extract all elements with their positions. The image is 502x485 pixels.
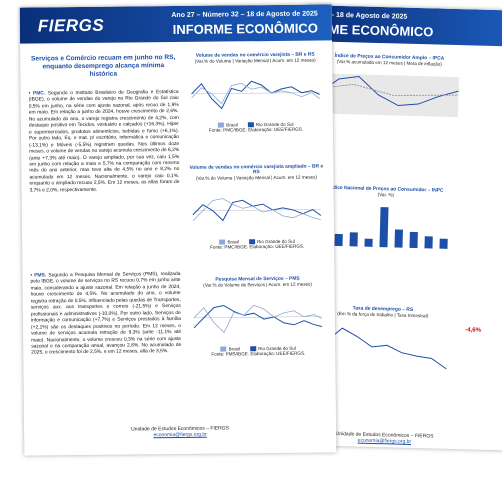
- chart-graphic: [193, 304, 323, 334]
- line: [318, 83, 459, 96]
- line: [193, 304, 323, 334]
- chart-graphic: [317, 73, 459, 118]
- chart-source: Fonte: PMC/IBGE. Elaboração: UEE/FIERGS.: [208, 126, 304, 133]
- line: [191, 80, 320, 110]
- chart-source: Fonte: PMS/IBGE. Elaboração: UEE/FIERGS.: [211, 350, 306, 357]
- line: [192, 198, 321, 222]
- chart-block: Volume de vendas no comércio varejista a…: [187, 164, 326, 249]
- lead: PMC.: [32, 91, 46, 97]
- header-title: INFORME ECONÔMICO: [172, 20, 318, 38]
- line: [193, 316, 322, 319]
- chart-graphic: [191, 80, 320, 110]
- front-page: FIERGS Ano 27 – Número 32 – 18 de Agosto…: [19, 4, 337, 456]
- line: [192, 199, 322, 222]
- lead: PMS.: [34, 273, 47, 279]
- headline: Serviços e Comércio recuam em junho no R…: [30, 54, 176, 78]
- text: Segundo a Pesquisa Mensal de Serviços (P…: [30, 271, 182, 356]
- line: [191, 82, 320, 105]
- header-band: FIERGS Ano 27 – Número 32 – 18 de Agosto…: [19, 4, 333, 44]
- back-page: ro 32 – 18 de Agosto de 2025 ORME ECONÔM…: [294, 5, 502, 451]
- chart-block: Pesquisa Mensal de Serviços – PMS (Var.% …: [189, 276, 328, 357]
- chart-graphic: [192, 198, 322, 222]
- side-value: -4,6%: [465, 327, 482, 334]
- chart-block: Índice Nacional de Preços ao Consumidor …: [309, 185, 461, 260]
- line: [318, 75, 459, 107]
- chart-block: Índice de Preços ao Consumidor Amplo – I…: [312, 53, 464, 138]
- paragraph: • PMS. Segundo a Pesquisa Mensal de Serv…: [30, 271, 182, 356]
- chart-graphic: [319, 207, 448, 249]
- line: [192, 209, 321, 212]
- footer: Unidade de Estudos Econômicos – FIERGS ec…: [24, 424, 336, 439]
- header-band: ro 32 – 18 de Agosto de 2025 ORME ECONÔM…: [304, 5, 502, 48]
- chart-source: Fonte: PMC/IBGE. Elaboração: UEE/FIERGS.: [210, 243, 305, 250]
- logo: FIERGS: [37, 15, 105, 36]
- text: Segundo o Instituto Brasileiro de Geogra…: [28, 89, 180, 194]
- paragraph: • PMC. Segundo o Instituto Brasileiro de…: [28, 89, 180, 194]
- issue: Ano 27 – Número 32 – 18 de Agosto de 202…: [171, 10, 318, 20]
- line: [191, 92, 320, 95]
- line: [193, 304, 323, 329]
- chart-block: Volume de vendas no comércio varejista –…: [186, 52, 325, 133]
